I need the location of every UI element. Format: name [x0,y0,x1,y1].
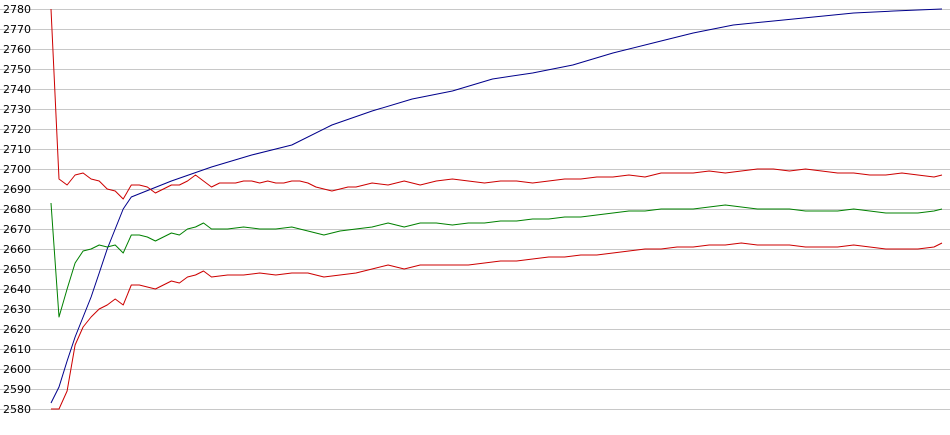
y-tick-label: 2780 [3,3,31,16]
y-tick-label: 2750 [3,63,31,76]
y-tick-label: 2740 [3,83,31,96]
chart-gridlines [0,9,950,410]
series-line-1 [50,8,943,404]
series-line-2 [50,8,943,200]
y-tick-label: 2700 [3,163,31,176]
y-tick-label: 2760 [3,43,31,56]
y-tick-label: 2690 [3,183,31,196]
y-tick-label: 2670 [3,223,31,236]
y-tick-label: 2640 [3,283,31,296]
y-tick-label: 2580 [3,403,31,416]
y-tick-label: 2730 [3,103,31,116]
y-tick-label: 2710 [3,143,31,156]
series-line-4 [51,242,943,410]
y-axis-tick-labels: 2580 2590 2600 2610 2620 2630 2640 2650 2660 2670… [3,3,31,416]
series-line-3 [50,202,943,318]
y-tick-label: 2600 [3,363,31,376]
y-tick-label: 2680 [3,203,31,216]
y-tick-label: 2610 [3,343,31,356]
y-tick-label: 2770 [3,23,31,36]
y-tick-label: 2630 [3,303,31,316]
y-tick-label: 2620 [3,323,31,336]
y-tick-label: 2590 [3,383,31,396]
y-tick-label: 2720 [3,123,31,136]
y-tick-label: 2650 [3,263,31,276]
y-tick-label: 2660 [3,243,31,256]
chart-series [50,8,943,410]
